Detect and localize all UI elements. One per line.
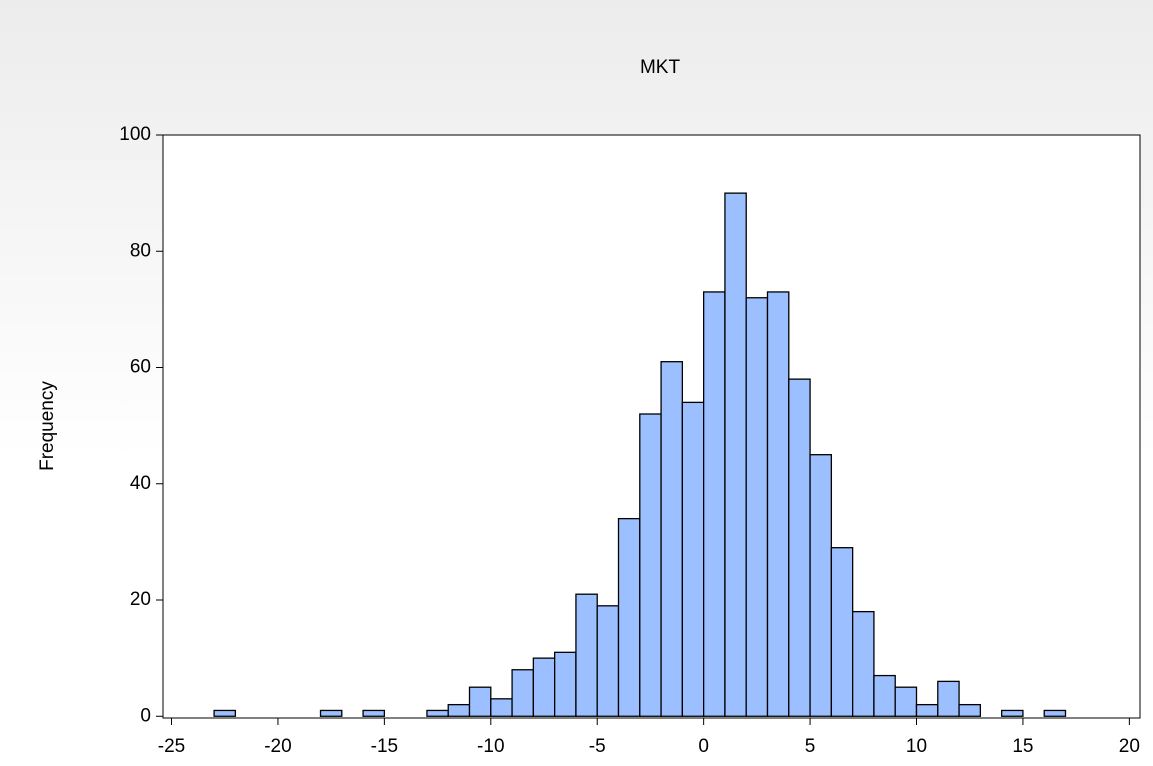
bar bbox=[745, 297, 769, 717]
bar bbox=[575, 593, 598, 717]
x-tick-label: 15 bbox=[1012, 736, 1033, 757]
bar bbox=[532, 657, 556, 717]
bar bbox=[617, 517, 641, 717]
bar bbox=[915, 703, 939, 717]
bar bbox=[937, 680, 960, 717]
bar bbox=[809, 454, 833, 717]
bar bbox=[426, 709, 449, 717]
bar bbox=[958, 703, 982, 717]
x-tick-label: -25 bbox=[158, 736, 185, 757]
bar bbox=[1043, 709, 1067, 717]
x-tick-label: -15 bbox=[371, 736, 398, 757]
y-tick-label: 40 bbox=[130, 473, 151, 494]
bar bbox=[362, 709, 386, 717]
y-tick-label: 0 bbox=[140, 705, 151, 726]
bar bbox=[681, 401, 705, 717]
bar bbox=[766, 291, 790, 717]
bar bbox=[639, 413, 662, 717]
y-tick-label: 100 bbox=[119, 124, 151, 145]
bar bbox=[213, 709, 237, 717]
bar bbox=[873, 674, 896, 717]
x-tick-label: -20 bbox=[264, 736, 291, 757]
y-axis-label: Frequency bbox=[37, 381, 58, 471]
bar bbox=[1000, 709, 1024, 717]
bar bbox=[851, 610, 875, 717]
x-tick-label: -10 bbox=[477, 736, 504, 757]
y-tick-label: 60 bbox=[130, 357, 151, 378]
bar bbox=[660, 361, 684, 717]
bar bbox=[894, 686, 918, 717]
bar bbox=[596, 605, 620, 717]
x-tick-label: 0 bbox=[698, 736, 709, 757]
bar bbox=[468, 686, 492, 717]
y-tick-label: 20 bbox=[130, 589, 151, 610]
x-tick-label: 5 bbox=[805, 736, 816, 757]
y-tick-label: 80 bbox=[130, 240, 151, 261]
bar bbox=[724, 192, 747, 717]
bar bbox=[788, 378, 811, 717]
bar bbox=[830, 547, 854, 717]
x-tick-label: -5 bbox=[589, 736, 606, 757]
bar bbox=[447, 703, 471, 717]
chart-title: MKT bbox=[640, 57, 681, 78]
bar bbox=[511, 669, 535, 717]
bar bbox=[490, 698, 513, 717]
x-tick-label: 20 bbox=[1119, 736, 1140, 757]
bar bbox=[702, 291, 726, 717]
x-tick-label: 10 bbox=[906, 736, 927, 757]
bar bbox=[554, 651, 577, 717]
bar bbox=[319, 709, 343, 717]
